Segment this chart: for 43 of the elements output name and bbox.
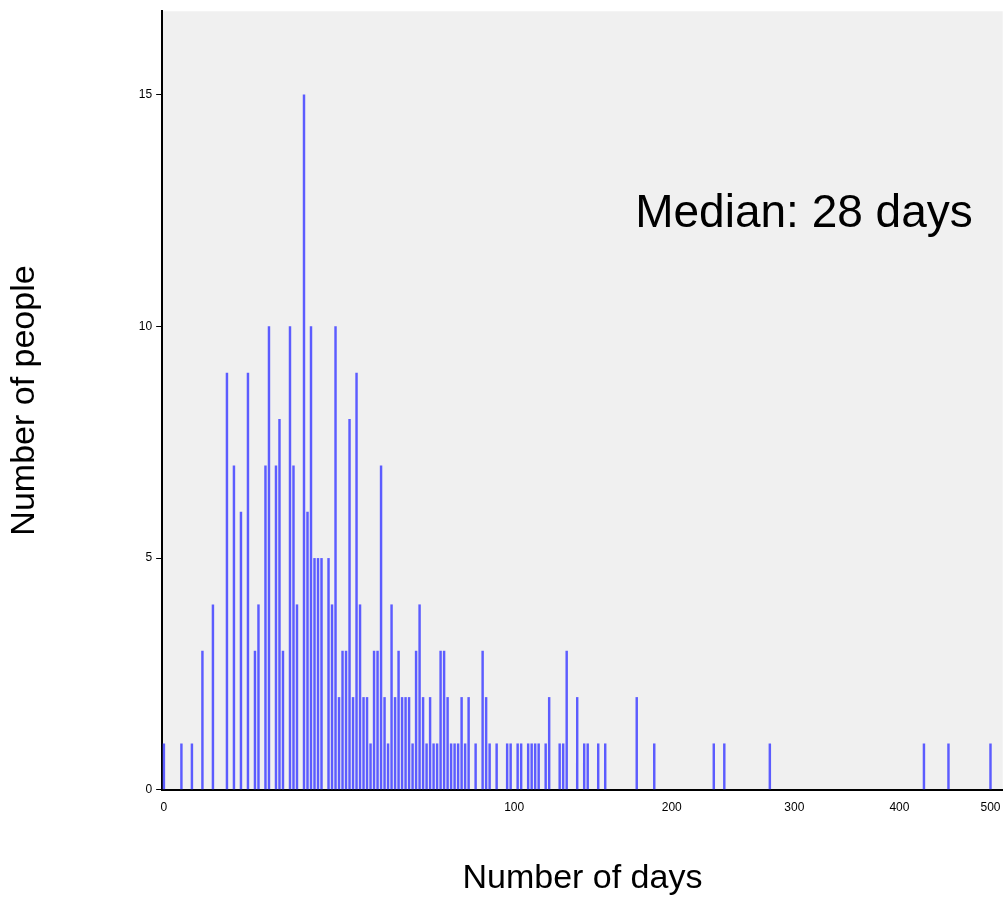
bar: [509, 743, 512, 790]
bar: [467, 697, 470, 790]
bar: [334, 326, 337, 790]
bar: [404, 697, 407, 790]
bar: [460, 697, 463, 790]
bar: [481, 650, 484, 790]
bar: [558, 743, 561, 790]
x-axis-title: Number of days: [462, 856, 703, 895]
bar: [390, 604, 393, 790]
bar: [320, 558, 323, 790]
bar: [723, 743, 726, 790]
x-tick-label: 200: [661, 800, 683, 815]
y-tick-label: 5: [145, 550, 153, 565]
bar: [418, 604, 421, 790]
bar: [355, 372, 358, 790]
bar: [201, 650, 204, 790]
bar: [397, 650, 400, 790]
x-tick-label: 500: [980, 800, 1001, 815]
bar: [947, 743, 950, 790]
bar: [537, 743, 540, 790]
bar: [530, 743, 533, 790]
x-tick-label: 100: [504, 800, 525, 815]
x-tick-label: 0: [160, 800, 168, 815]
bar: [341, 650, 344, 790]
bar: [474, 743, 477, 790]
bar: [516, 743, 519, 790]
bar: [495, 743, 498, 790]
bar: [565, 650, 568, 790]
bar: [278, 419, 281, 790]
bar: [439, 650, 442, 790]
y-axis-title: Number of people: [2, 265, 41, 536]
y-tick-label: 15: [138, 86, 153, 101]
bar: [180, 743, 183, 790]
bar: [453, 743, 456, 790]
bar: [257, 604, 260, 790]
bar: [327, 558, 330, 790]
bar: [348, 419, 351, 790]
y-tick-label: 0: [145, 782, 153, 797]
x-tick-label: 400: [889, 800, 910, 815]
y-tick-label: 10: [138, 318, 153, 333]
x-tick-label: 300: [784, 800, 805, 815]
bar: [989, 743, 992, 790]
annotation: Median: 28 days: [635, 184, 973, 237]
